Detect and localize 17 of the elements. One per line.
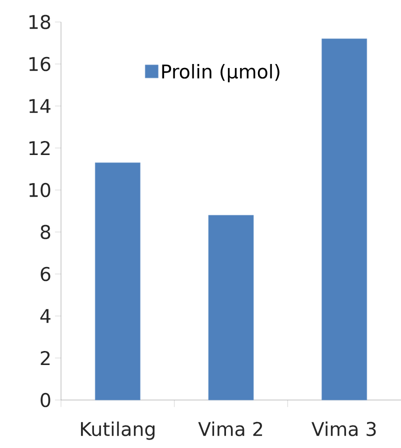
bar (322, 38, 368, 400)
y-tick-label: 16 (29, 56, 50, 72)
y-tick-label: 8 (40, 224, 50, 240)
x-tick-label: Vima 2 (198, 422, 262, 436)
y-tick-label: 10 (29, 182, 50, 198)
x-tick-label: Kutilang (81, 422, 154, 440)
y-tick-label: 12 (29, 140, 50, 156)
y-tick-label: 18 (29, 14, 50, 30)
bar (94, 162, 140, 400)
legend-label: Prolin (µmol) (162, 64, 280, 82)
y-tick-label: 4 (40, 309, 50, 323)
x-tick-label: Vima 3 (312, 422, 376, 436)
y-tick-label: 14 (29, 99, 50, 113)
y-tick-label: 2 (40, 350, 50, 366)
bar (208, 215, 254, 400)
y-tick-label: 0 (40, 392, 50, 408)
y-tick-label: 6 (40, 266, 50, 282)
